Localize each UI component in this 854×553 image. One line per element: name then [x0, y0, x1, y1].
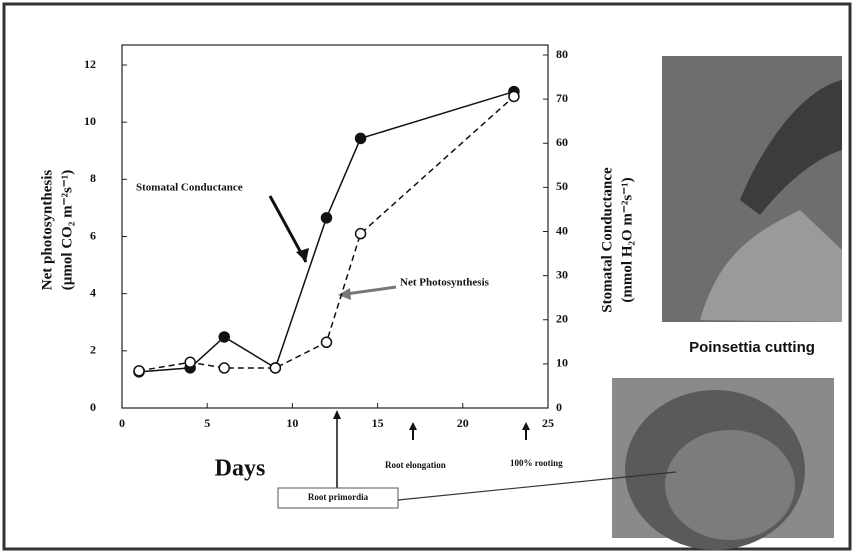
- annotation: Root elongation: [385, 460, 446, 470]
- y2-axis-label: Stomatal Conductance: [599, 167, 615, 313]
- photo-caption: Poinsettia cutting: [689, 339, 815, 356]
- y-tick-label: 4: [90, 285, 96, 299]
- y2-tick-label: 40: [556, 223, 568, 237]
- data-point: [356, 229, 366, 239]
- y2-axis-label: (mmol H₂O m⁻²s⁻¹): [619, 177, 635, 302]
- y2-tick-label: 10: [556, 356, 568, 370]
- x-tick-label: 25: [542, 416, 554, 430]
- data-point: [356, 133, 366, 143]
- y2-tick-label: 60: [556, 135, 568, 149]
- data-point: [321, 337, 331, 347]
- y-axis-label: Net photosynthesis: [39, 170, 55, 291]
- data-point: [134, 366, 144, 376]
- annotation: 100% rooting: [510, 458, 563, 468]
- x-tick-label: 20: [457, 416, 469, 430]
- photo-detail: [665, 430, 795, 540]
- data-point: [509, 91, 519, 101]
- annotation: Net Photosynthesis: [400, 277, 490, 289]
- y-tick-label: 12: [84, 57, 96, 71]
- x-tick-label: 5: [204, 416, 210, 430]
- y-tick-label: 2: [90, 343, 96, 357]
- x-tick-label: 0: [119, 416, 125, 430]
- data-point: [219, 332, 229, 342]
- y2-tick-label: 70: [556, 91, 568, 105]
- y-tick-label: 8: [90, 171, 96, 185]
- y2-tick-label: 50: [556, 179, 568, 193]
- annotation: Root primordia: [308, 492, 369, 502]
- page: {"chart_data": {"type": "line", "x_label…: [0, 0, 854, 553]
- y-tick-label: 6: [90, 228, 96, 242]
- data-point: [270, 363, 280, 373]
- x-axis-label: Days: [215, 456, 266, 482]
- y2-tick-label: 20: [556, 312, 568, 326]
- x-tick-label: 15: [372, 416, 384, 430]
- y2-tick-label: 30: [556, 267, 568, 281]
- annotation: Stomatal Conductance: [136, 182, 243, 194]
- data-point: [185, 357, 195, 367]
- y-axis-label: (µmol CO₂ m⁻²s⁻¹): [59, 170, 75, 290]
- data-point: [219, 363, 229, 373]
- y2-tick-label: 80: [556, 47, 568, 61]
- y-tick-label: 10: [84, 114, 96, 128]
- y-tick-label: 0: [90, 400, 96, 414]
- data-point: [321, 213, 331, 223]
- chart: Poinsettia cutting Days Net photosynthes…: [0, 0, 854, 553]
- y2-tick-label: 0: [556, 400, 562, 414]
- x-tick-label: 10: [286, 416, 298, 430]
